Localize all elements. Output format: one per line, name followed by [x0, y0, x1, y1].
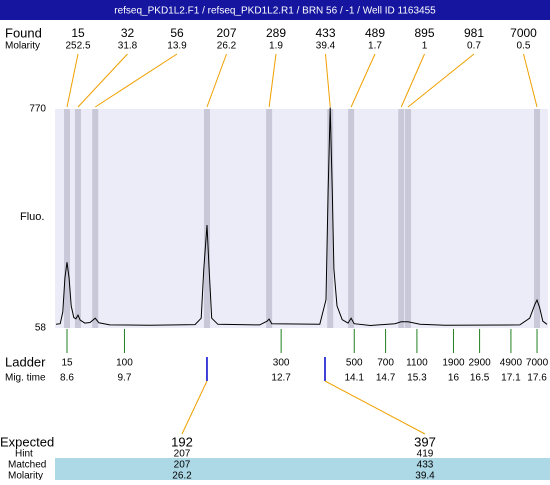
peak-connector: [66, 53, 79, 108]
matched-band: [55, 458, 550, 480]
ladder-time: 12.7: [271, 373, 291, 384]
found-size: 289: [266, 26, 286, 40]
found-molarity: 252.5: [65, 41, 90, 52]
peak-connector: [268, 53, 277, 108]
found-size: 981: [464, 26, 484, 40]
ladder-size: 2900: [468, 358, 491, 369]
found-size: 489: [365, 26, 385, 40]
peak-connector: [523, 53, 538, 108]
mig-time-label: Mig. time: [5, 373, 46, 384]
expected-size: 397: [414, 434, 436, 449]
ladder-time: 17.6: [527, 373, 547, 384]
found-molarity: 31.8: [118, 41, 138, 52]
ladder-time: 17.1: [501, 373, 521, 384]
found-molarity: 1.9: [269, 41, 283, 52]
found-label: Found: [5, 25, 42, 40]
found-size: 207: [216, 26, 236, 40]
peak-band: [398, 109, 405, 328]
peak-connector: [407, 53, 475, 108]
peak-band: [74, 109, 81, 328]
found-molarity: 13.9: [167, 41, 187, 52]
peak-connector: [400, 53, 425, 108]
found-size: 15: [71, 26, 85, 40]
expected-molarity: 39.4: [415, 471, 435, 480]
peak-connector: [77, 53, 128, 108]
ladder-size: 7000: [526, 358, 549, 369]
ladder-label: Ladder: [5, 354, 46, 369]
ladder-time: 8.6: [60, 373, 74, 384]
ladder-time: 14.7: [376, 373, 396, 384]
ladder-size: 300: [273, 358, 290, 369]
ladder-size: 4900: [500, 358, 523, 369]
found-molarity: 39.4: [316, 41, 336, 52]
ladder-time: 16.5: [470, 373, 490, 384]
peak-band: [348, 109, 355, 328]
found-size: 32: [121, 26, 135, 40]
ladder-time: 15.3: [407, 373, 427, 384]
expected-hint: 207: [174, 449, 191, 460]
expected-molarity: 26.2: [172, 471, 192, 480]
molarity-label: Molarity: [5, 41, 40, 52]
expected-size: 192: [171, 434, 193, 449]
ladder-size: 15: [61, 358, 73, 369]
peak-connector: [206, 53, 227, 108]
found-size: 895: [414, 26, 434, 40]
ladder-time: 14.1: [345, 373, 365, 384]
peak-connector: [350, 53, 376, 108]
peak-band: [534, 109, 541, 328]
found-molarity: 0.5: [517, 41, 531, 52]
expected-matched: 433: [417, 460, 434, 471]
ladder-size: 1100: [406, 358, 428, 369]
peak-connector: [325, 53, 331, 108]
expected-connector: [181, 380, 208, 435]
peak-band: [266, 109, 273, 328]
ladder-size: 100: [116, 358, 133, 369]
title-bar: [0, 0, 550, 20]
ladder-size: 1900: [442, 358, 465, 369]
found-size: 7000: [510, 26, 537, 40]
expected-connector: [324, 380, 426, 435]
ladder-size: 700: [377, 358, 394, 369]
ladder-size: 500: [346, 358, 363, 369]
plot-area: [55, 109, 548, 328]
ladder-time: 9.7: [118, 373, 132, 384]
y-axis-label: Fluo.: [20, 211, 44, 223]
title: refseq_PKD1L2.F1 / refseq_PKD1L2.R1 / BR…: [114, 6, 436, 17]
peak-band: [405, 109, 412, 328]
trace: [55, 107, 548, 327]
found-molarity: 26.2: [217, 41, 237, 52]
expected-hint: 419: [417, 449, 434, 460]
found-size: 56: [170, 26, 184, 40]
peak-band: [203, 109, 210, 328]
peak-band: [327, 109, 334, 328]
ladder-time: 16: [448, 373, 460, 384]
found-molarity: 1: [422, 41, 428, 52]
y-tick-label: 58: [35, 323, 47, 334]
peak-connector: [94, 53, 178, 108]
found-molarity: 0.7: [467, 41, 481, 52]
peak-band: [92, 109, 99, 328]
expected-molarity-label: Molarity: [8, 471, 43, 480]
expected-label: Expected: [0, 434, 54, 449]
peak-band: [64, 109, 71, 328]
hint-label: Hint: [15, 449, 33, 460]
expected-matched: 207: [174, 460, 191, 471]
found-size: 433: [315, 26, 335, 40]
matched-label: Matched: [8, 460, 46, 471]
found-molarity: 1.7: [368, 41, 382, 52]
y-tick-label: 770: [29, 104, 46, 115]
